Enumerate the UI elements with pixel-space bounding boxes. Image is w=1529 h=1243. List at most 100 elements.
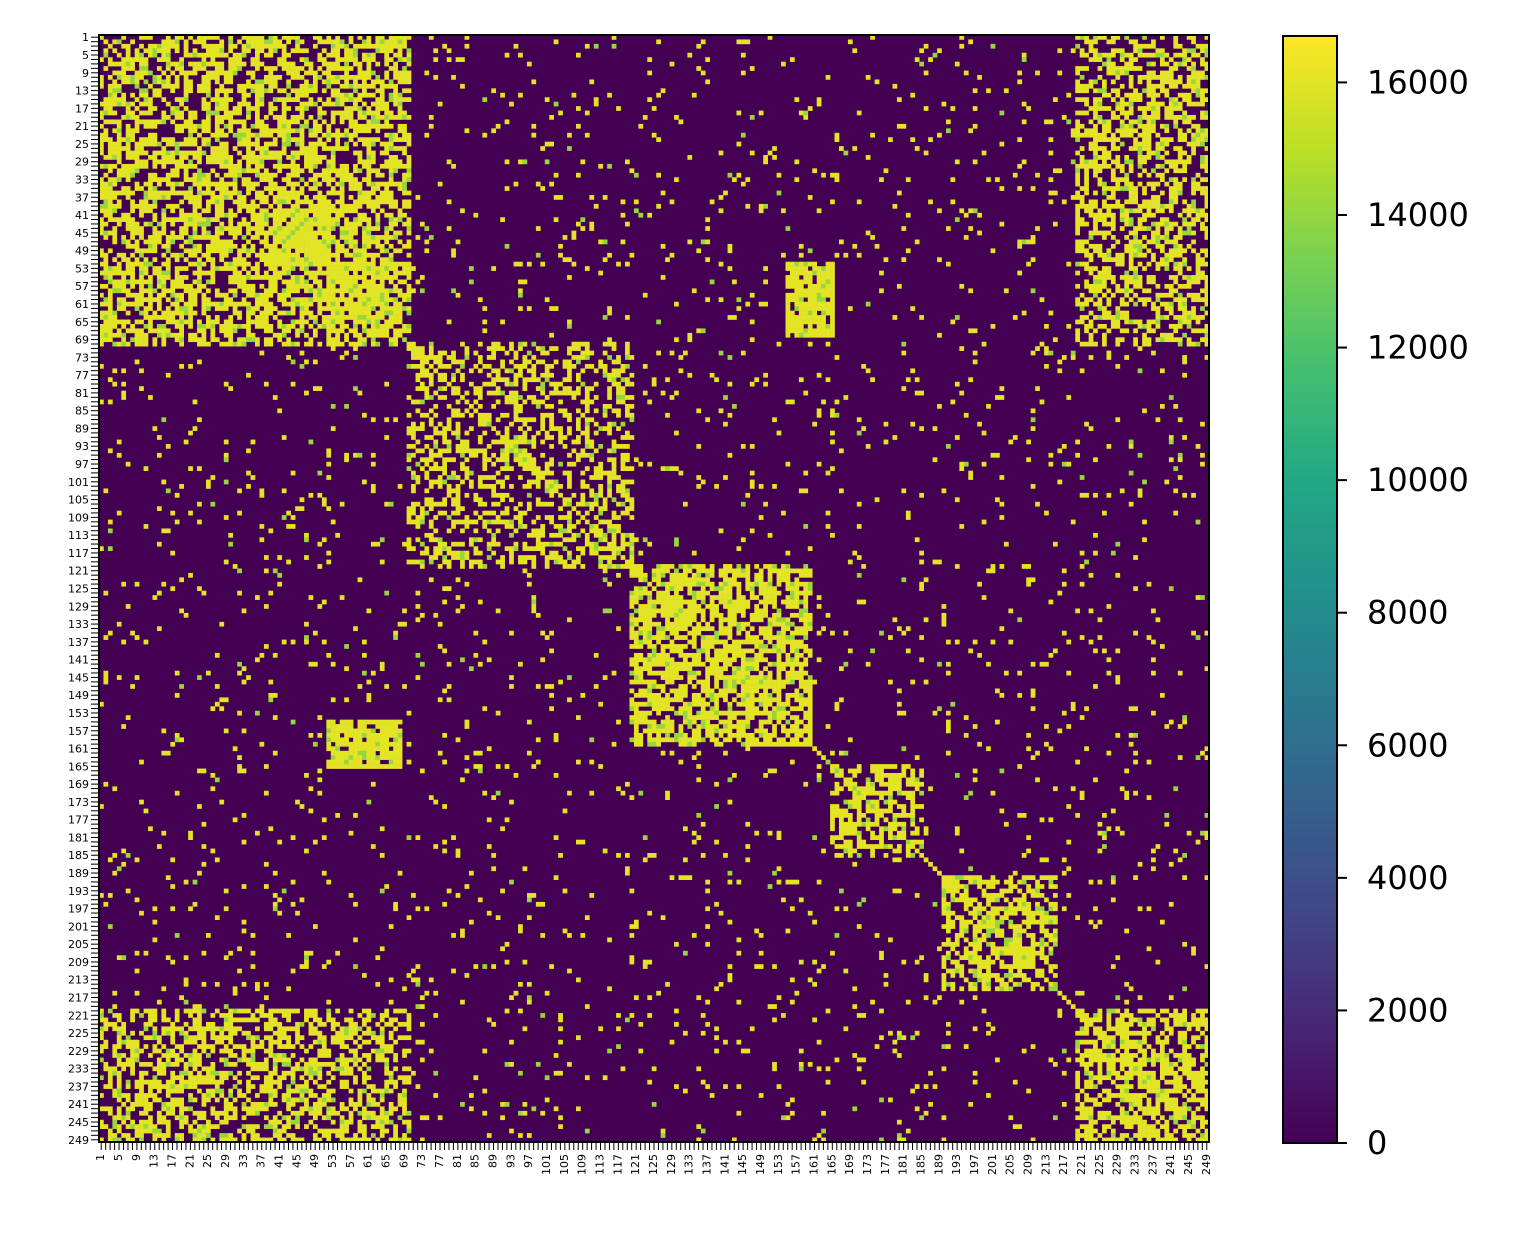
- heatmap-cell: [290, 172, 296, 178]
- heatmap-cell: [1204, 199, 1210, 205]
- heatmap-cell: [121, 581, 127, 587]
- heatmap-cell: [134, 1084, 140, 1089]
- heatmap-cell: [99, 1124, 104, 1129]
- heatmap-cell: [277, 195, 283, 200]
- heatmap-cell: [335, 221, 341, 227]
- heatmap-cell: [575, 221, 581, 227]
- heatmap-cell: [223, 559, 229, 565]
- heatmap-cell: [295, 1061, 300, 1067]
- heatmap-cell: [170, 1110, 176, 1116]
- heatmap-cell: [125, 106, 131, 111]
- heatmap-cell: [1119, 97, 1125, 102]
- heatmap-cell: [1177, 43, 1183, 49]
- heatmap-cell: [121, 270, 127, 276]
- heatmap-cell: [740, 70, 746, 76]
- heatmap-cell: [183, 257, 189, 263]
- heatmap-cell: [500, 217, 505, 223]
- heatmap-cell: [228, 1008, 234, 1014]
- heatmap-cell: [366, 39, 372, 45]
- heatmap-cell: [312, 75, 318, 80]
- heatmap-cell: [197, 1021, 202, 1027]
- heatmap-cell: [1177, 226, 1183, 231]
- heatmap-cell: [259, 292, 265, 298]
- heatmap-cell: [179, 292, 184, 298]
- heatmap-cell: [317, 190, 323, 196]
- heatmap-cell: [375, 199, 381, 205]
- heatmap-cell: [174, 79, 180, 85]
- heatmap-cell: [1079, 123, 1085, 129]
- heatmap-cell: [156, 239, 162, 245]
- heatmap-cell: [272, 275, 278, 280]
- heatmap-cell: [295, 70, 300, 76]
- heatmap-cell: [1119, 119, 1125, 125]
- heatmap-cell: [379, 123, 385, 129]
- heatmap-cell: [250, 106, 256, 111]
- heatmap-cell: [295, 150, 300, 156]
- heatmap-cell: [188, 830, 193, 836]
- heatmap-cell: [1102, 137, 1107, 142]
- heatmap-cell: [1177, 132, 1183, 138]
- heatmap-cell: [384, 212, 390, 218]
- heatmap-cell: [375, 43, 381, 49]
- heatmap-cell: [1177, 212, 1183, 218]
- heatmap-cell: [130, 283, 135, 289]
- heatmap-cell: [277, 235, 283, 240]
- heatmap-cell: [290, 1008, 296, 1014]
- heatmap-cell: [210, 328, 216, 334]
- heatmap-cell: [388, 92, 394, 98]
- heatmap-cell: [1097, 217, 1103, 223]
- heatmap-cell: [197, 217, 202, 223]
- heatmap-cell: [304, 555, 309, 560]
- heatmap-cell: [1093, 35, 1098, 40]
- heatmap-cell: [210, 97, 216, 102]
- heatmap-cell: [219, 208, 225, 214]
- heatmap-cell: [219, 706, 225, 712]
- heatmap-cell: [1151, 239, 1156, 245]
- heatmap-cell: [250, 1110, 256, 1116]
- heatmap-cell: [304, 332, 309, 338]
- heatmap-cell: [103, 315, 109, 320]
- heatmap-cell: [308, 239, 314, 245]
- heatmap-cell: [214, 1097, 220, 1103]
- heatmap-cell: [246, 675, 251, 680]
- heatmap-cell: [1052, 168, 1058, 174]
- heatmap-cell: [152, 1008, 158, 1014]
- heatmap-cell: [121, 101, 127, 107]
- heatmap-cell: [223, 1026, 229, 1032]
- heatmap-cell: [107, 328, 113, 334]
- heatmap-cell: [255, 83, 260, 89]
- heatmap-cell: [250, 1017, 256, 1023]
- heatmap-cell: [174, 1137, 180, 1143]
- heatmap-cell: [535, 181, 541, 187]
- heatmap-cell: [263, 212, 269, 218]
- heatmap-cell: [281, 57, 287, 62]
- heatmap-cell: [326, 146, 332, 151]
- heatmap-cell: [277, 1030, 283, 1036]
- heatmap-cell: [1048, 190, 1054, 196]
- heatmap-cell: [321, 155, 327, 160]
- heatmap-cell: [397, 70, 403, 76]
- heatmap-cell: [214, 701, 220, 707]
- heatmap-cell: [277, 168, 283, 174]
- heatmap-cell: [125, 137, 131, 142]
- heatmap-cell: [357, 43, 363, 49]
- heatmap-cell: [281, 137, 287, 142]
- heatmap-cell: [156, 1128, 162, 1134]
- heatmap-cell: [558, 195, 563, 200]
- heatmap-cell: [241, 217, 247, 223]
- heatmap-cell: [210, 1026, 216, 1032]
- heatmap-cell: [1137, 221, 1143, 227]
- heatmap-cell: [143, 261, 149, 267]
- heatmap-cell: [286, 79, 291, 85]
- heatmap-cell: [192, 1061, 198, 1067]
- heatmap-cell: [255, 261, 260, 267]
- heatmap-cell: [406, 75, 412, 80]
- heatmap-cell: [647, 212, 653, 218]
- heatmap-cell: [286, 292, 291, 298]
- heatmap-cell: [259, 1004, 265, 1009]
- heatmap-cell: [116, 83, 122, 89]
- heatmap-cell: [99, 101, 104, 107]
- heatmap-cell: [353, 163, 358, 169]
- heatmap-cell: [281, 1013, 287, 1018]
- heatmap-cell: [121, 163, 127, 169]
